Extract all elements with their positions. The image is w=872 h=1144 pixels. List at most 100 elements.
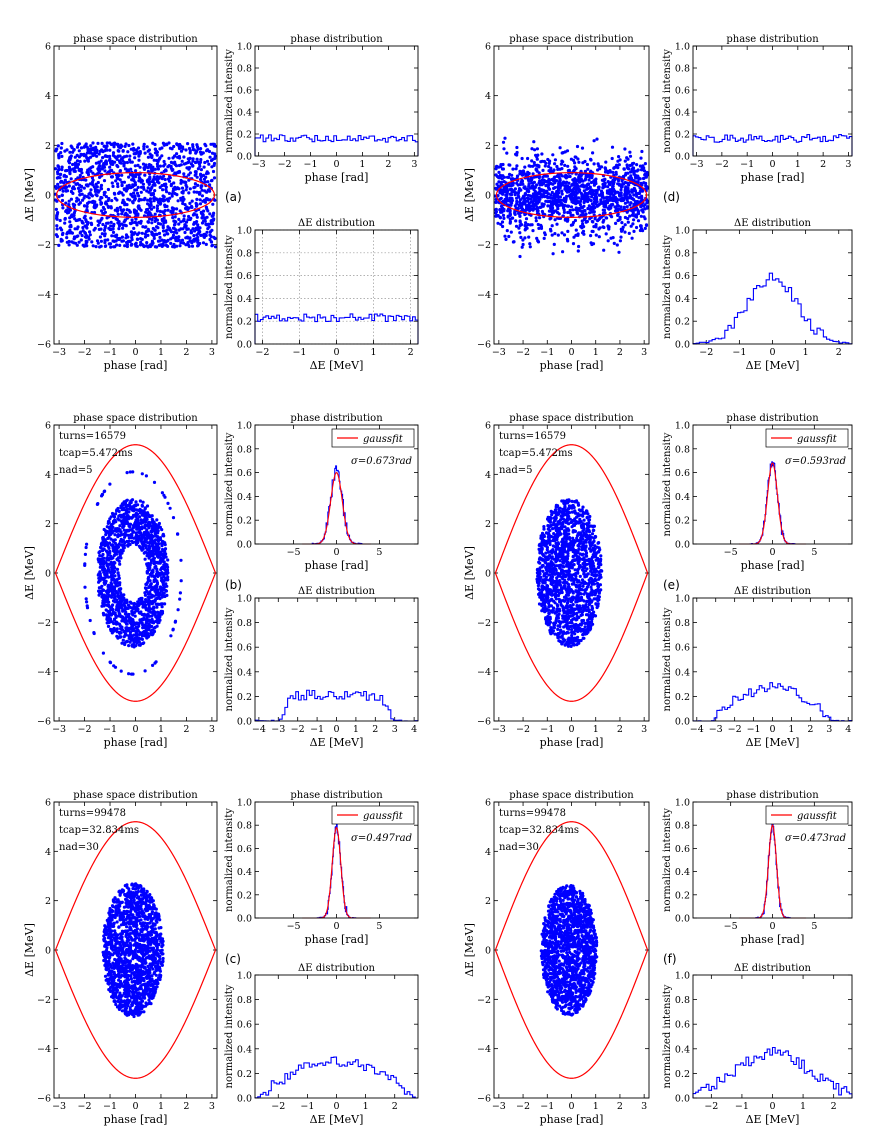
annotation-text: nad=5 bbox=[59, 465, 93, 476]
scatter-point bbox=[144, 909, 148, 913]
scatter-point bbox=[86, 173, 91, 177]
scatter-point bbox=[150, 239, 154, 243]
scatter-point bbox=[99, 159, 103, 163]
scatter-point bbox=[164, 188, 168, 192]
scatter-point bbox=[134, 965, 138, 969]
scatter-point bbox=[120, 938, 124, 942]
scatter-point bbox=[187, 214, 191, 219]
scatter-point bbox=[104, 159, 108, 163]
scatter-point bbox=[140, 602, 144, 606]
x-tick-label: 2 bbox=[183, 1101, 189, 1112]
scatter-point bbox=[149, 155, 153, 159]
scatter-point bbox=[141, 512, 145, 516]
scatter-point bbox=[118, 205, 122, 209]
gaussfit-curve bbox=[302, 471, 371, 545]
scatter-point bbox=[202, 209, 206, 213]
scatter-point bbox=[70, 146, 74, 150]
scatter-point bbox=[141, 995, 145, 1000]
scatter-point bbox=[122, 208, 126, 212]
scatter-point bbox=[155, 920, 159, 924]
scatter-point bbox=[150, 168, 154, 172]
scatter-point bbox=[154, 549, 158, 554]
scatter-point bbox=[125, 626, 129, 630]
scatter-point bbox=[128, 605, 132, 609]
scatter-point bbox=[207, 162, 211, 166]
scatter-point bbox=[120, 625, 124, 629]
scatter-point bbox=[106, 569, 110, 573]
scatter-point bbox=[505, 151, 509, 155]
scatter-point bbox=[94, 245, 98, 249]
scatter-point bbox=[127, 644, 131, 648]
scatter-point bbox=[155, 966, 159, 970]
scatter-point bbox=[125, 244, 129, 249]
scatter-point bbox=[155, 573, 159, 578]
y-tick-label: 2 bbox=[45, 141, 51, 152]
plot-frame bbox=[53, 801, 218, 1099]
scatter-point bbox=[150, 544, 154, 548]
scatter-point bbox=[113, 957, 117, 962]
scatter-point bbox=[140, 596, 144, 601]
scatter-point bbox=[153, 183, 157, 187]
scatter-point bbox=[138, 980, 142, 984]
plot-title: phase distribution bbox=[290, 413, 383, 424]
scatter-point bbox=[107, 950, 111, 955]
scatter-point bbox=[130, 938, 134, 942]
scatter-point bbox=[164, 142, 168, 146]
scatter-point bbox=[122, 909, 126, 913]
scatter-point bbox=[111, 970, 115, 974]
scatter-point bbox=[128, 959, 132, 963]
scatter-point bbox=[136, 146, 141, 150]
y-tick-label: 6 bbox=[45, 421, 51, 432]
scatter-point bbox=[151, 962, 155, 966]
scatter-point bbox=[142, 147, 146, 151]
scatter-point bbox=[94, 193, 98, 197]
scatter-point bbox=[156, 917, 160, 921]
plot-title: phase distribution bbox=[290, 34, 383, 45]
scatter-point bbox=[143, 948, 147, 952]
scatter-point bbox=[131, 990, 135, 994]
scatter-point bbox=[189, 216, 193, 220]
x-tick-label: 2 bbox=[392, 1101, 398, 1112]
x-axis-label: phase [rad] bbox=[104, 359, 168, 372]
scatter-point bbox=[167, 164, 171, 168]
scatter-point bbox=[143, 593, 147, 597]
scatter-point bbox=[190, 205, 194, 209]
scatter-point bbox=[92, 205, 96, 209]
scatter-point bbox=[194, 149, 199, 154]
scatter-point bbox=[117, 589, 122, 593]
scatter-point bbox=[191, 159, 195, 163]
scatter-point bbox=[57, 243, 61, 247]
scatter-point bbox=[147, 180, 152, 184]
x-tick-label: 1 bbox=[158, 1101, 164, 1112]
scatter-point bbox=[125, 622, 129, 626]
scatter-point bbox=[188, 149, 192, 153]
scatter-point bbox=[151, 984, 155, 988]
scatter-point bbox=[108, 930, 112, 934]
scatter-point bbox=[77, 168, 81, 172]
scatter-point bbox=[125, 915, 129, 920]
scatter-point bbox=[147, 967, 151, 971]
scatter-point bbox=[91, 244, 95, 248]
scatter-point bbox=[107, 226, 111, 230]
scatter-point bbox=[135, 621, 139, 625]
scatter-point bbox=[198, 160, 203, 164]
scatter-point bbox=[134, 221, 138, 225]
scatter-point bbox=[106, 624, 111, 629]
x-tick-label: −2 bbox=[291, 724, 305, 735]
scatter-point bbox=[181, 201, 185, 206]
scatter-point bbox=[155, 619, 159, 623]
scatter-point bbox=[131, 607, 135, 611]
scatter-point bbox=[134, 644, 138, 648]
scatter-point bbox=[68, 228, 72, 232]
scatter-point bbox=[135, 608, 139, 612]
scatter-point bbox=[119, 635, 123, 639]
scatter-point bbox=[201, 241, 206, 245]
scatter-point bbox=[97, 152, 101, 156]
scatter-point bbox=[129, 507, 133, 511]
scatter-point bbox=[120, 144, 124, 148]
scatter-point bbox=[124, 982, 129, 986]
scatter-point bbox=[106, 615, 110, 619]
scatter-point bbox=[133, 893, 137, 897]
scatter-point bbox=[129, 977, 133, 981]
